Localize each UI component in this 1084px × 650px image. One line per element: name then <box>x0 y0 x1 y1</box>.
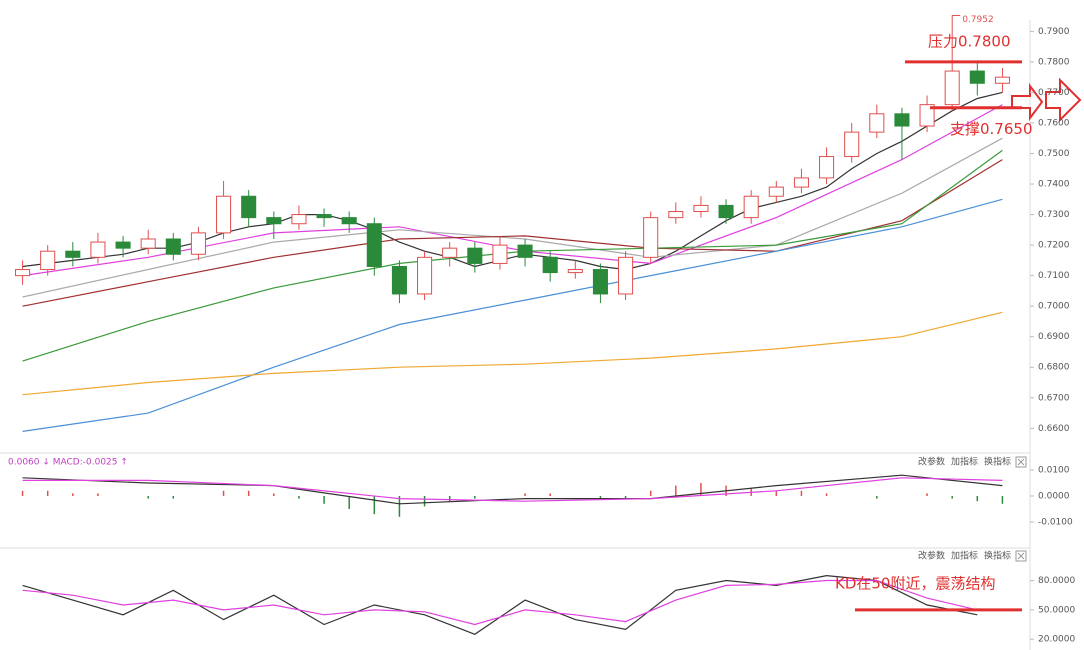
candle-body <box>718 204 734 219</box>
y-tick-label: 0.7600 <box>1038 118 1070 128</box>
candle-body <box>341 217 357 225</box>
candle-body <box>944 70 960 106</box>
panel-button[interactable]: 换指标 <box>984 550 1011 562</box>
candle-body <box>190 232 206 255</box>
y-tick-label: 0.7200 <box>1038 241 1070 251</box>
candle-body <box>65 250 81 258</box>
candle-body <box>994 76 1010 84</box>
close-icon <box>1017 458 1025 466</box>
candle-body <box>894 113 910 127</box>
candle-body <box>391 265 407 295</box>
y-tick-label: 0.7300 <box>1038 210 1070 220</box>
candle-body <box>266 217 282 225</box>
arrow <box>1045 77 1082 123</box>
indicator-line <box>22 91 1003 271</box>
candle-body <box>417 256 433 295</box>
y-tick-label: 0.7700 <box>1038 88 1070 98</box>
indicator-line <box>22 474 1003 505</box>
y-tick-label: 80.0000 <box>1038 576 1075 586</box>
candle-body <box>90 241 106 258</box>
annotation-text: 压力0.7800 <box>928 32 1011 50</box>
y-tick-label: 0.7400 <box>1038 180 1070 190</box>
candle-body <box>793 177 809 188</box>
y-tick-label: 0.7800 <box>1038 57 1070 67</box>
y-tick-label: 0.7500 <box>1038 149 1070 159</box>
y-tick-label: 0.7900 <box>1038 27 1070 37</box>
indicator-line <box>22 579 978 626</box>
candle-body <box>241 195 257 219</box>
candle-body <box>919 104 935 127</box>
candle-body <box>592 269 608 295</box>
candle-body <box>844 131 860 158</box>
panel-button[interactable]: 换指标 <box>984 456 1011 468</box>
panel-button[interactable]: 加指标 <box>951 550 978 562</box>
y-tick-label: 20.0000 <box>1038 635 1075 645</box>
candle-body <box>969 70 985 84</box>
y-tick-label: 0.0100 <box>1038 465 1070 475</box>
high-label: 0.7952 <box>962 15 994 25</box>
candle-body <box>467 247 483 264</box>
y-tick-label: 0.0000 <box>1038 491 1070 501</box>
candle-body <box>216 195 232 234</box>
candle-body <box>567 269 583 274</box>
candle-body <box>869 113 885 133</box>
candle-body <box>819 156 835 179</box>
indicator-line <box>22 198 1003 432</box>
candle-body <box>492 244 508 264</box>
panel-button[interactable]: 改参数 <box>918 550 945 562</box>
panel-button[interactable]: 加指标 <box>951 456 978 468</box>
panel-button[interactable]: 改参数 <box>918 456 945 468</box>
candle-body <box>442 247 458 258</box>
y-tick-label: -0.0100 <box>1038 517 1073 527</box>
annotation-text: KD在50附近，震荡结构 <box>835 574 995 592</box>
candle-body <box>693 204 709 213</box>
y-tick-label: 0.6700 <box>1038 393 1070 403</box>
candle-body <box>743 195 759 219</box>
indicator-line <box>22 477 1003 502</box>
y-tick-label: 0.7000 <box>1038 302 1070 312</box>
indicator-header: 0.0060 ↓ MACD:-0.0025 ↑ <box>8 458 128 468</box>
candle-body <box>115 241 131 249</box>
candle-body <box>517 244 533 258</box>
candle-body <box>643 217 659 258</box>
y-tick-label: 0.7100 <box>1038 271 1070 281</box>
y-tick-label: 0.6800 <box>1038 363 1070 373</box>
y-tick-label: 0.6900 <box>1038 332 1070 342</box>
annotation-text: 支撑0.7650 <box>950 120 1033 138</box>
candle-body <box>768 186 784 197</box>
y-tick-label: 0.6600 <box>1038 424 1070 434</box>
close-icon <box>1017 552 1025 560</box>
candle-body <box>316 214 332 219</box>
candle-body <box>15 269 31 277</box>
candle-body <box>542 256 558 274</box>
candle-body <box>140 238 156 249</box>
indicator-line <box>22 311 1003 396</box>
candle-body <box>165 238 181 255</box>
candle-body <box>618 256 634 295</box>
candle-body <box>668 211 684 219</box>
y-tick-label: 50.0000 <box>1038 605 1075 615</box>
candle-body <box>40 250 56 271</box>
candle-body <box>291 214 307 225</box>
candle-body <box>366 223 382 267</box>
